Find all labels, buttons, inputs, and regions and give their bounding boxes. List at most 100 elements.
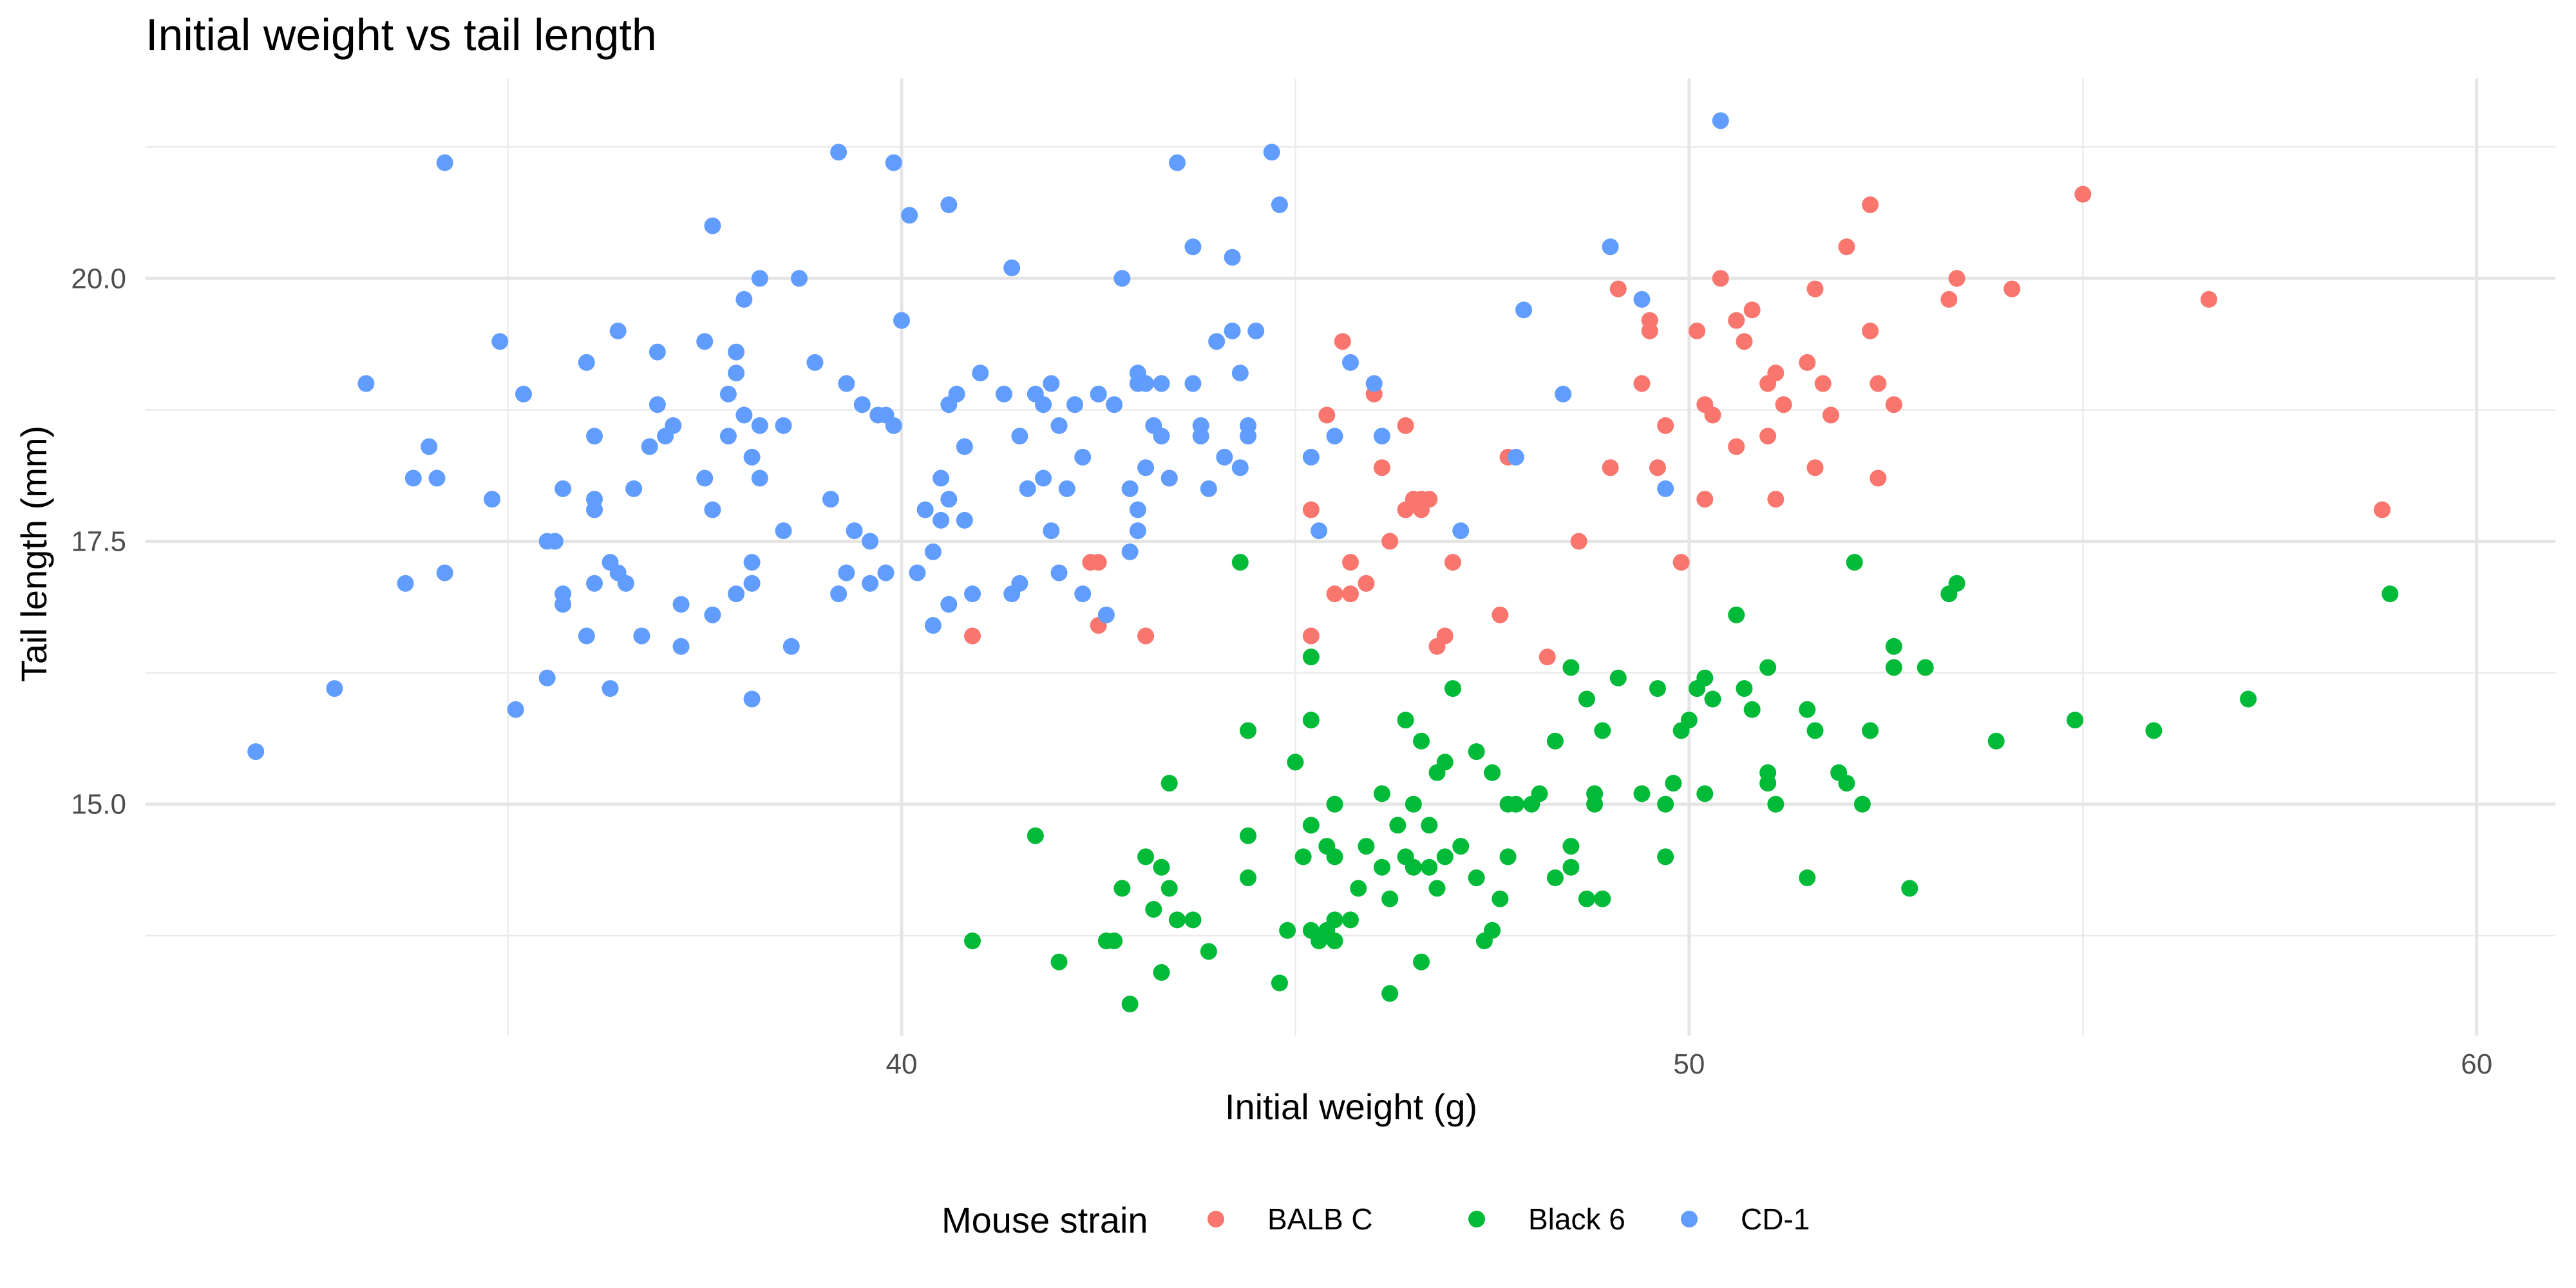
point-cd-1: [743, 554, 761, 571]
point-balb-c: [1302, 627, 1320, 645]
point-cd-1: [916, 501, 934, 518]
point-cd-1: [1074, 448, 1092, 466]
point-balb-c: [1799, 354, 1816, 371]
point-cd-1: [1507, 448, 1524, 466]
point-black-6: [1405, 795, 1422, 813]
point-balb-c: [1775, 396, 1792, 413]
point-cd-1: [649, 396, 666, 413]
legend-label-black-6: Black 6: [1528, 1202, 1625, 1236]
point-black-6: [1853, 795, 1871, 813]
legend-title: Mouse strain: [942, 1200, 1148, 1240]
point-cd-1: [1224, 249, 1241, 266]
point-cd-1: [1074, 585, 1092, 603]
legend-key-balb-c: [1208, 1211, 1224, 1227]
point-black-6: [1452, 838, 1470, 855]
point-cd-1: [578, 627, 595, 645]
point-black-6: [1594, 890, 1611, 907]
point-black-6: [1413, 732, 1430, 750]
point-cd-1: [554, 596, 572, 613]
point-black-6: [1421, 817, 1438, 834]
point-balb-c: [1633, 375, 1651, 392]
point-balb-c: [1342, 585, 1359, 603]
point-cd-1: [1019, 480, 1036, 497]
point-cd-1: [862, 533, 879, 550]
x-tick-label: 50: [1673, 1048, 1705, 1080]
point-cd-1: [1066, 396, 1083, 413]
point-black-6: [1736, 680, 1753, 697]
point-cd-1: [625, 480, 643, 497]
point-cd-1: [704, 606, 721, 623]
point-cd-1: [1365, 375, 1383, 392]
point-cd-1: [1555, 385, 1572, 402]
point-balb-c: [1940, 290, 1958, 308]
point-cd-1: [326, 680, 343, 697]
point-cd-1: [665, 417, 682, 434]
point-cd-1: [940, 491, 958, 508]
axis-layer: 40 50 60 15.0 17.5 20.0: [71, 263, 2492, 1080]
legend: Mouse strain BALB C Black 6 CD-1: [942, 1200, 1810, 1240]
point-balb-c: [1358, 574, 1375, 592]
point-cd-1: [751, 469, 768, 487]
point-black-6: [1806, 722, 1824, 739]
point-balb-c: [1672, 554, 1690, 571]
point-balb-c: [1381, 533, 1399, 550]
point-cd-1: [877, 564, 895, 582]
point-black-6: [1145, 901, 1162, 918]
point-black-6: [1342, 911, 1359, 929]
point-cd-1: [1712, 112, 1729, 129]
point-cd-1: [1302, 448, 1320, 466]
point-cd-1: [1137, 375, 1155, 392]
point-cd-1: [995, 385, 1012, 402]
point-cd-1: [956, 438, 973, 455]
point-black-6: [1027, 827, 1044, 844]
point-black-6: [1948, 574, 1965, 592]
point-cd-1: [1271, 196, 1288, 213]
point-black-6: [1799, 869, 1816, 887]
point-black-6: [1767, 795, 1785, 813]
point-cd-1: [838, 564, 855, 582]
point-cd-1: [484, 491, 501, 508]
point-cd-1: [436, 154, 453, 171]
point-cd-1: [609, 322, 627, 339]
point-cd-1: [1657, 480, 1674, 497]
point-black-6: [1240, 869, 1257, 887]
point-balb-c: [2003, 280, 2021, 298]
point-black-6: [1381, 985, 1399, 1002]
point-balb-c: [1862, 196, 1879, 213]
point-black-6: [1428, 880, 1446, 897]
point-black-6: [1507, 795, 1524, 813]
point-black-6: [1413, 953, 1430, 971]
point-black-6: [1373, 785, 1390, 802]
point-cd-1: [1129, 522, 1146, 540]
point-cd-1: [743, 690, 761, 708]
point-cd-1: [933, 511, 950, 529]
point-black-6: [1302, 712, 1320, 729]
point-black-6: [1397, 712, 1414, 729]
point-cd-1: [586, 428, 603, 445]
point-cd-1: [751, 270, 768, 287]
point-balb-c: [1743, 301, 1761, 319]
point-cd-1: [775, 417, 792, 434]
point-black-6: [1609, 669, 1627, 687]
point-balb-c: [1767, 491, 1785, 508]
point-balb-c: [1657, 417, 1674, 434]
point-cd-1: [1153, 375, 1170, 392]
point-black-6: [1696, 785, 1714, 802]
point-black-6: [1184, 911, 1202, 929]
point-cd-1: [696, 333, 714, 350]
point-black-6: [1562, 659, 1580, 676]
point-cd-1: [1050, 564, 1068, 582]
point-black-6: [1436, 753, 1454, 771]
point-black-6: [1240, 722, 1257, 739]
point-cd-1: [1043, 375, 1060, 392]
point-cd-1: [972, 365, 989, 382]
point-black-6: [1444, 680, 1461, 697]
legend-key-cd-1: [1681, 1211, 1698, 1227]
point-balb-c: [1421, 491, 1438, 508]
point-balb-c: [1736, 333, 1753, 350]
point-black-6: [1468, 743, 1485, 761]
point-cd-1: [546, 533, 564, 550]
point-black-6: [1799, 701, 1816, 718]
point-cd-1: [1208, 333, 1226, 350]
